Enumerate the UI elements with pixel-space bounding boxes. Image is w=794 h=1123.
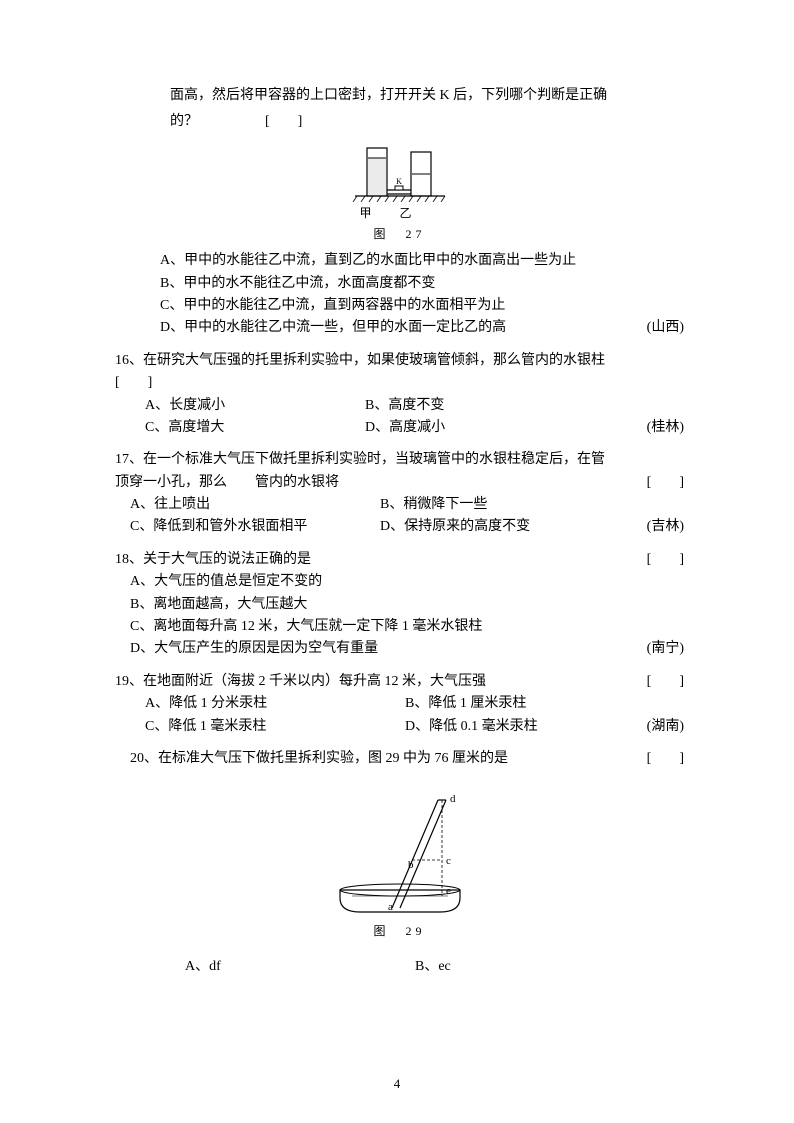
q15-optA: A、甲中的水能往乙中流，直到乙的水面比甲中的水面高出一些为止 [160,250,684,272]
page-number: 4 [0,1074,794,1095]
q18-optA: A、大气压的值总是恒定不变的 [130,571,684,593]
q20-optB: B、ec [415,956,684,978]
figure-27-caption: 图 27 [115,225,684,244]
q15-intro-line1: 面高，然后将甲容器的上口密封，打开开关 K 后，下列哪个判断是正确 [170,85,684,107]
q15-optC: C、甲中的水能往乙中流，直到两容器中的水面相平为止 [160,295,684,317]
q18-source: (南宁) [647,638,684,660]
svg-text:b: b [408,859,414,871]
svg-text:a: a [388,901,393,913]
q18-bracket: [ ] [647,549,684,571]
q17-optC: C、降低到和管外水银面相平 [130,516,380,538]
q17-optA: A、往上喷出 [130,494,380,516]
fig27-label-right: 乙 [400,206,440,220]
svg-text:d: d [450,793,456,805]
q17-source: (吉林) [647,516,684,538]
figure-29: d c b e a 图 29 [115,790,684,941]
svg-text:K: K [396,177,402,186]
q19-bracket: [ ] [647,671,684,693]
q15-bracket: [ ] [265,114,302,129]
q18-text: 18、关于大气压的说法正确的是 [115,549,311,571]
vessels-diagram-icon: K [345,144,455,202]
fig27-label-left: 甲 [359,206,399,220]
q16-optA: A、长度减小 [145,395,365,417]
q16-bracket: [ ] [115,372,684,394]
q16-optD: D、高度减小 [365,417,647,439]
svg-text:c: c [446,855,451,867]
q16-optC: C、高度增大 [145,417,365,439]
q17-bracket: [ ] [647,472,684,494]
torricelli-diagram-icon: d c b e a [320,790,480,920]
figure-27-labels: 甲乙 [115,204,684,223]
q19-optA: A、降低 1 分米汞柱 [145,693,405,715]
q16-optB: B、高度不变 [365,395,684,417]
q17-text2a: 顶穿一小孔，那么 [115,472,227,494]
q19-source: (湖南) [647,716,684,738]
svg-text:e: e [446,885,451,897]
q16-text: 16、在研究大气压强的托里拆利实验中，如果使玻璃管倾斜，那么管内的水银柱 [115,350,684,372]
q18-optC: C、离地面每升高 12 米，大气压就一定下降 1 毫米水银柱 [130,616,684,638]
q17-text1: 17、在一个标准大气压下做托里拆利实验时，当玻璃管中的水银柱稳定后，在管 [115,449,684,471]
q17-optB: B、稍微降下一些 [380,494,684,516]
q17-optD: D、保持原来的高度不变 [380,516,647,538]
figure-27: K 甲乙 图 27 [115,144,684,244]
q20-bracket: [ ] [647,748,684,770]
q18-optB: B、离地面越高，大气压越大 [130,594,684,616]
q15-intro-line2: 的？ [ ] [170,111,684,133]
q19-optC: C、降低 1 毫米汞柱 [145,716,405,738]
q20-optA: A、df [185,956,415,978]
q15-optD: D、甲中的水能往乙中流一些，但甲的水面一定比乙的高 [160,317,506,339]
q19-optB: B、降低 1 厘米汞柱 [405,693,684,715]
q15-optB: B、甲中的水不能往乙中流，水面高度都不变 [160,273,684,295]
q17-text2b: 管内的水银将 [255,472,339,494]
q19-text: 19、在地面附近（海拔 2 千米以内）每升高 12 米，大气压强 [115,671,486,693]
q15-intro-text: 的？ [170,114,198,129]
q18-optD: D、大气压产生的原因是因为空气有重量 [130,638,378,660]
figure-29-caption: 图 29 [115,922,684,941]
q15-source: (山西) [647,317,684,339]
q20-text: 20、在标准大气压下做托里拆利实验，图 29 中为 76 厘米的是 [130,748,508,770]
q19-optD: D、降低 0.1 毫米汞柱 [405,716,647,738]
q16-source: (桂林) [647,417,684,439]
